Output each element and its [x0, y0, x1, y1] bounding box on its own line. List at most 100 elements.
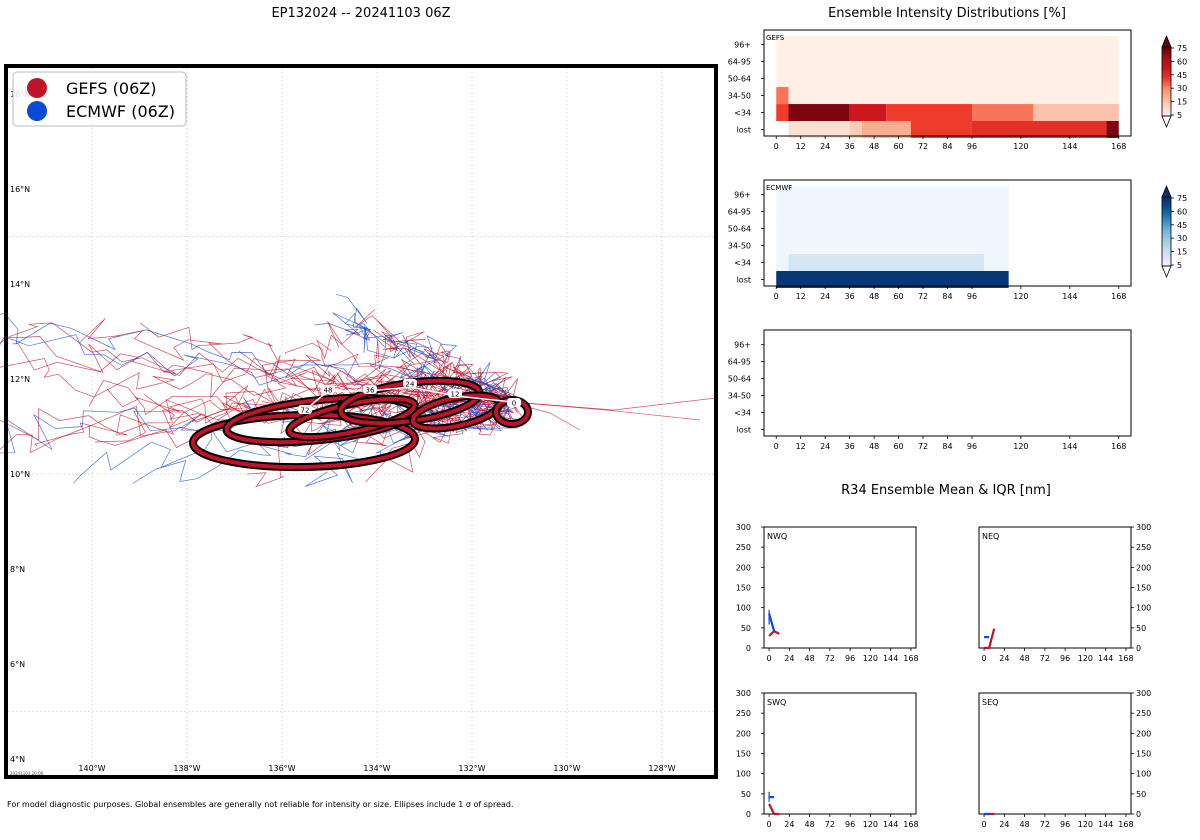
- x-tick-label: 60: [893, 292, 903, 301]
- x-tick-label: 0: [774, 142, 779, 151]
- x-tick-label: 120: [863, 820, 878, 829]
- colorbar-tick-label: 5: [1177, 111, 1182, 120]
- x-tick-label: 48: [805, 820, 815, 829]
- heatmap-cell: [886, 104, 972, 121]
- x-tick-label: 0: [767, 654, 772, 663]
- forecast-ellipses: [189, 376, 532, 472]
- x-tick-label: 72: [825, 654, 835, 663]
- y-tick-label: 150: [1136, 584, 1151, 593]
- y-tick-label: 150: [736, 750, 751, 759]
- colorbar-segment: [1162, 243, 1171, 246]
- colorbar-segment: [1162, 102, 1171, 106]
- longitude-label: 132°W: [458, 764, 485, 773]
- heatmap-cell: [776, 220, 1009, 238]
- hour-label-bg: [507, 398, 521, 407]
- legend-gefs-label: GEFS (06Z): [66, 79, 156, 98]
- colorbar-segment: [1162, 56, 1171, 60]
- longitude-labels: 140°W 138°W 136°W 134°W 132°W 130°W 128°W: [78, 764, 675, 773]
- colorbar-tick-label: 15: [1177, 248, 1187, 257]
- ecmwf-colorbar: 75 60 45 30 15 5: [1161, 184, 1187, 279]
- colorbar-segment: [1162, 74, 1171, 78]
- x-tick-label: 48: [1020, 654, 1030, 663]
- x-tick-label: 48: [869, 442, 879, 451]
- legend-box: [12, 71, 187, 127]
- heatmap-cell: [788, 254, 985, 271]
- map-footnote: For model diagnostic purposes. Global en…: [7, 800, 514, 809]
- longitude-label: 140°W: [78, 764, 105, 773]
- y-tick-label: 200: [1136, 729, 1151, 738]
- colorbar-segment: [1162, 63, 1171, 66]
- colorbar-segment: [1162, 247, 1171, 251]
- heatmap-cell: [1033, 104, 1119, 121]
- y-tick-label: 100: [736, 770, 751, 779]
- colorbar-segment: [1162, 231, 1171, 235]
- x-tick-label: 72: [1040, 654, 1050, 663]
- y-tick-label: 200: [1136, 563, 1151, 572]
- y-tick-label: 64-95: [728, 58, 751, 67]
- r34-panel-label: SWQ: [767, 698, 786, 707]
- colorbar-segment: [1162, 220, 1171, 223]
- colorbar-segment: [1162, 252, 1171, 256]
- x-tick-label: 168: [1111, 142, 1126, 151]
- y-tick-label: 250: [1136, 709, 1151, 718]
- x-tick-label: 24: [999, 654, 1009, 663]
- x-tick-label: 120: [1013, 292, 1028, 301]
- y-tick-label: 50: [741, 790, 751, 799]
- hour-label-bg: [298, 405, 312, 414]
- latitude-label: 14°N: [10, 280, 30, 289]
- heatmap-frame: [763, 29, 1132, 137]
- colorbar-segment: [1162, 95, 1171, 99]
- heatmap-cell: [776, 237, 1009, 255]
- x-tick-label: 72: [825, 820, 835, 829]
- colorbar-segment: [1162, 226, 1171, 230]
- y-tick-label: 50-64: [728, 225, 751, 234]
- colorbar-tick-label: 30: [1177, 84, 1187, 93]
- colorbar-tick-label: 5: [1177, 261, 1182, 270]
- x-tick-label: 36: [845, 142, 855, 151]
- y-tick-label: 34-50: [728, 392, 751, 401]
- colorbar-segment: [1162, 222, 1171, 226]
- colorbar-segment: [1162, 201, 1171, 205]
- x-tick-label: 24: [784, 654, 794, 663]
- colorbar-segment: [1162, 199, 1171, 203]
- y-tick-label: 250: [736, 543, 751, 552]
- x-tick-label: 120: [1013, 142, 1028, 151]
- colorbar-segment: [1162, 67, 1171, 71]
- heatmap-cell: [788, 120, 850, 138]
- x-tick-label: 168: [903, 820, 918, 829]
- colorbar-segment: [1162, 109, 1171, 112]
- colorbar-tick-label: 30: [1177, 234, 1187, 243]
- colorbar-segment: [1162, 88, 1171, 92]
- y-tick-label: lost: [737, 425, 751, 434]
- x-tick-label: 144: [1062, 142, 1077, 151]
- colorbar-tick-label: 75: [1177, 194, 1187, 203]
- x-tick-label: 168: [1111, 292, 1126, 301]
- x-tick-label: 0: [767, 820, 772, 829]
- forecast-hour-label: 48: [324, 387, 333, 395]
- heatmap-cell: [776, 104, 789, 121]
- colorbar-segment: [1162, 229, 1171, 233]
- y-tick-label: 34-50: [728, 92, 751, 101]
- y-tick-label: 300: [736, 689, 751, 698]
- colorbar-segment: [1162, 197, 1171, 200]
- heatmap-cell: [776, 36, 1119, 54]
- x-tick-label: 48: [805, 654, 815, 663]
- x-tick-label: 24: [820, 292, 830, 301]
- longitude-label: 130°W: [553, 764, 580, 773]
- colorbar-segment: [1162, 224, 1171, 228]
- y-tick-label: 64-95: [728, 358, 751, 367]
- forecast-hour-label: 72: [301, 407, 310, 415]
- latitude-label: 8°N: [10, 565, 25, 574]
- colorbar-segment: [1162, 81, 1171, 85]
- y-tick-label: 0: [1136, 810, 1141, 819]
- colorbar-segment: [1162, 83, 1171, 87]
- colorbar-tick-label: 60: [1177, 57, 1187, 66]
- y-tick-label: 150: [1136, 750, 1151, 759]
- colorbar-bottom-arrow: [1161, 265, 1172, 279]
- colorbar-tick-label: 75: [1177, 44, 1187, 53]
- mean-track-line: [304, 386, 513, 411]
- hour-label-bg: [363, 385, 377, 394]
- colorbar-segment: [1162, 113, 1171, 117]
- ensemble-track-line: [0, 396, 513, 454]
- x-tick-label: 96: [1060, 654, 1070, 663]
